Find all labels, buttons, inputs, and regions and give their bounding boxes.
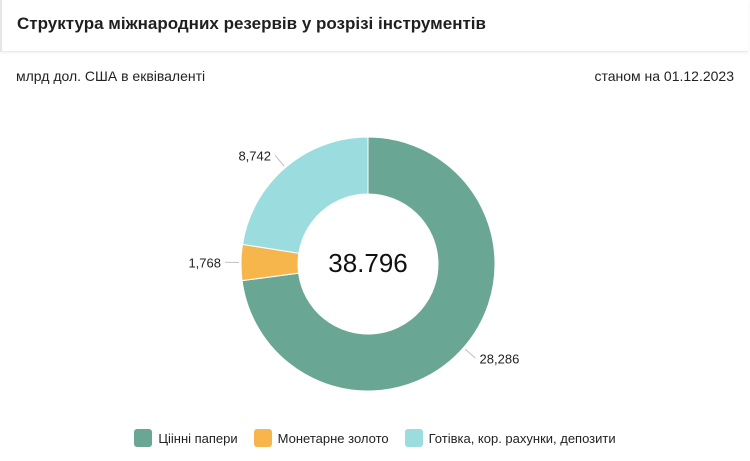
legend-label: Ціінні папери (158, 430, 238, 446)
date-label: станом на 01.12.2023 (594, 68, 734, 84)
unit-subtitle: млрд дол. США в еквіваленті (16, 68, 206, 84)
chart-header: Структура міжнародних резервів у розрізі… (0, 0, 748, 52)
leader-line-3 (274, 155, 285, 167)
donut-slice-1[interactable] (241, 136, 496, 392)
legend-swatch (404, 429, 423, 447)
slice-label-1: 28,286 (480, 351, 520, 366)
legend-label: Монетарне золото (277, 430, 389, 446)
center-total-value: 38.796 (328, 248, 408, 278)
donut-slices (240, 136, 496, 392)
chart-legend: Ціінні папери Монетарне золото Готівка, ко… (0, 429, 750, 447)
legend-label: Готівка, кор. рахунки, депозити (428, 430, 616, 446)
legend-item-2[interactable]: Монетарне золото (253, 429, 389, 447)
legend-item-3[interactable]: Готівка, кор. рахунки, депозити (404, 429, 616, 447)
legend-item-1[interactable]: Ціінні папери (134, 429, 238, 447)
chart-title: Структура міжнародних резервів у розрізі… (17, 14, 486, 33)
slice-label-2: 1,768 (188, 255, 221, 270)
leader-line-1 (464, 348, 476, 359)
legend-swatch (134, 429, 153, 447)
slice-label-3: 8,742 (238, 148, 271, 163)
donut-slice-3[interactable] (241, 136, 369, 254)
legend-swatch (253, 429, 272, 447)
leader-lines (225, 155, 476, 359)
slice-labels: 28,286 1,768 8,742 (188, 148, 519, 366)
